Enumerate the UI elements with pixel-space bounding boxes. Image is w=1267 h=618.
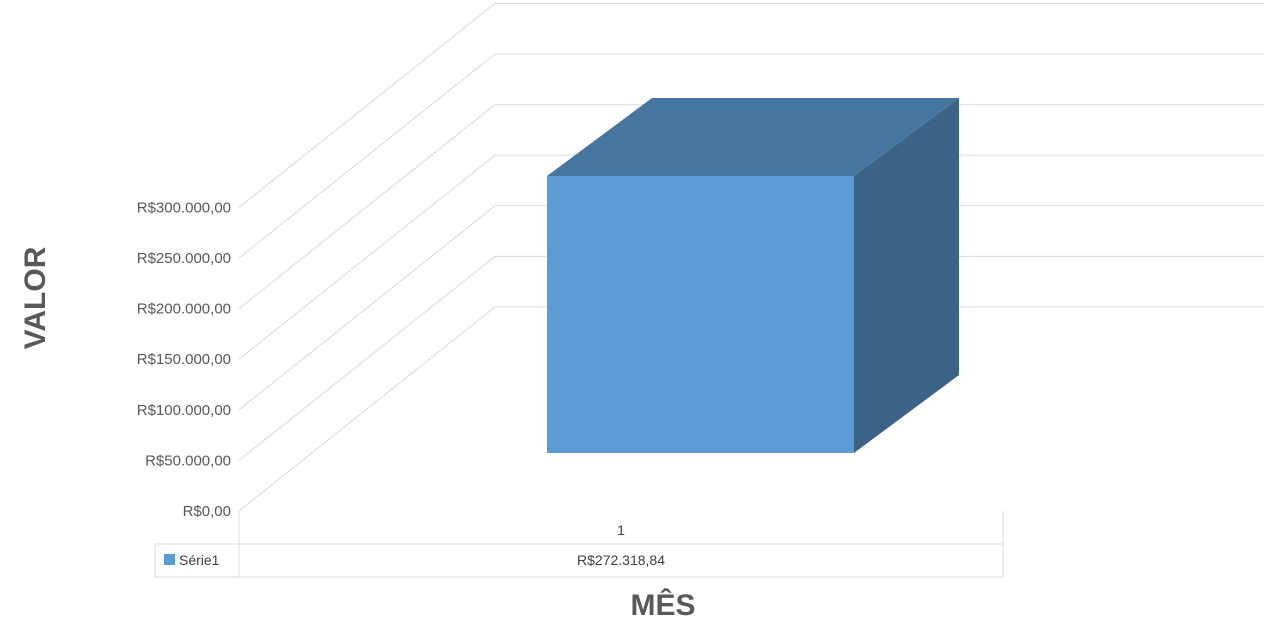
gridline (238, 2, 1264, 208)
gridline (238, 154, 1264, 360)
y-tick-label: R$100.000,00 (137, 402, 231, 419)
y-tick-label: R$300.000,00 (137, 199, 231, 216)
gridline (238, 104, 1264, 309)
y-tick-label: R$50.000,00 (145, 452, 231, 469)
gridline (238, 205, 1264, 411)
y-tick-labels: R$0,00 R$50.000,00 R$100.000,00 R$150.000,0… (137, 199, 231, 520)
data-table: 1 Série1 R$272.318,84 (154, 511, 1004, 578)
bar-side (854, 98, 959, 453)
legend-series-name: Série1 (179, 552, 220, 568)
data-table-value: R$272.318,84 (577, 552, 665, 568)
gridlines (238, 2, 1264, 512)
y-tick-label: R$250.000,00 (137, 250, 231, 267)
category-label: 1 (617, 522, 625, 538)
legend-swatch (164, 554, 175, 565)
y-tick-label: R$200.000,00 (137, 301, 231, 318)
gridline (238, 255, 1264, 461)
y-tick-label: R$0,00 (183, 503, 231, 520)
bar-front (547, 176, 854, 453)
bar-top (547, 98, 959, 176)
gridline (238, 53, 1264, 259)
x-axis-title: MÊS (630, 588, 695, 618)
bars (547, 98, 959, 453)
y-tick-label: R$150.000,00 (137, 351, 231, 368)
gridline (238, 306, 1264, 512)
y-axis-title: VALOR (19, 246, 52, 349)
